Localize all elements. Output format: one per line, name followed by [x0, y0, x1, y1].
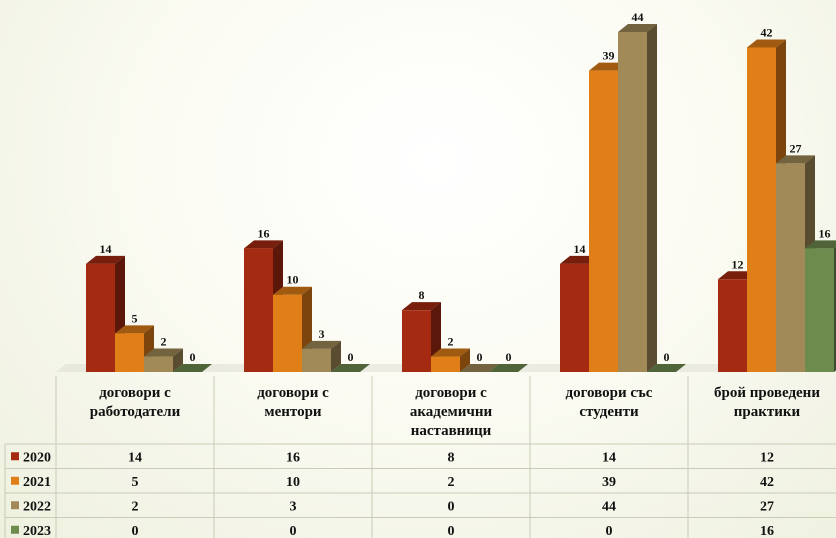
- bar-top-2022-4: [776, 155, 815, 164]
- bar-top-2023-1: [331, 364, 370, 372]
- bar-2020-1: [244, 248, 273, 372]
- table-cell-2023-0: 0: [132, 524, 139, 538]
- legend-label-2023: 2023: [23, 524, 51, 538]
- table-cell-2020-1: 16: [286, 450, 300, 465]
- data-label-2023-1: 0: [348, 350, 354, 364]
- data-label-2020-1: 16: [258, 226, 270, 240]
- data-label-2023-0: 0: [190, 350, 196, 364]
- bar-top-2021-0: [115, 325, 154, 334]
- data-label-2021-4: 42: [761, 25, 773, 39]
- bar-top-2023-0: [173, 364, 212, 372]
- data-label-2021-1: 10: [287, 273, 299, 287]
- data-label-2020-3: 14: [574, 242, 586, 256]
- bar-2021-0: [115, 333, 144, 372]
- bar-top-2020-2: [402, 302, 441, 311]
- table-cell-2021-4: 42: [760, 475, 774, 490]
- data-label-2023-2: 0: [506, 350, 512, 364]
- bar-2021-3: [589, 70, 618, 373]
- table-cell-2023-3: 0: [606, 524, 613, 538]
- bar-side-2022-0: [173, 348, 183, 372]
- table-cell-2021-2: 2: [448, 475, 455, 490]
- table-cell-2022-3: 44: [602, 499, 616, 514]
- bar-2020-3: [560, 263, 589, 372]
- data-label-2020-4: 12: [732, 257, 744, 271]
- data-label-2021-3: 39: [603, 49, 615, 63]
- bar-top-2023-3: [647, 364, 686, 372]
- data-label-2020-0: 14: [100, 242, 112, 256]
- category-label-3: договори със студенти: [566, 385, 653, 420]
- bar-2020-2: [402, 310, 431, 372]
- bar-2022-3: [618, 32, 647, 372]
- legend-key-2022: [11, 501, 19, 510]
- table-cell-2020-4: 12: [760, 450, 774, 465]
- category-label-2: договори с академични наставници: [410, 385, 493, 439]
- bar-side-2022-3: [647, 24, 657, 372]
- table-cell-2020-3: 14: [602, 450, 616, 465]
- data-label-2023-4: 16: [819, 226, 831, 240]
- legend-key-2023: [11, 525, 19, 534]
- bar-top-2022-1: [302, 340, 341, 349]
- bar-2020-4: [718, 279, 747, 372]
- table-cell-2021-3: 39: [602, 475, 616, 490]
- table-cell-2021-1: 10: [286, 475, 300, 490]
- legend-label-2020: 2020: [23, 450, 51, 465]
- table-cell-2020-0: 14: [128, 450, 142, 465]
- bar-2022-1: [302, 348, 331, 372]
- data-table: договори с работодатели договори с ментори д…: [4, 376, 836, 538]
- legend-label-2022: 2022: [23, 499, 51, 514]
- bar-top-2023-2: [489, 364, 528, 372]
- category-label-1: договори с ментори: [257, 385, 329, 420]
- bar-2020-0: [86, 263, 115, 372]
- data-label-2021-0: 5: [132, 311, 138, 325]
- bar-top-2020-0: [86, 255, 125, 264]
- table-cell-2022-4: 27: [760, 499, 774, 514]
- bar-side-2021-2: [460, 348, 470, 372]
- bar-2022-0: [144, 356, 173, 372]
- bar-top-2020-1: [244, 240, 283, 249]
- bar-2022-4: [776, 163, 805, 372]
- data-label-2020-2: 8: [419, 288, 425, 302]
- data-label-2022-2: 0: [477, 350, 483, 364]
- data-label-2022-3: 44: [632, 10, 644, 24]
- data-label-2021-2: 2: [448, 335, 454, 349]
- category-label-4: брой проведени практики: [714, 385, 820, 420]
- data-labels-layer: 14 5 2 0 16 10 3 0 8 2 0 0 14 39 44 0 12 42 27 16: [100, 10, 831, 364]
- legend-label-2021: 2021: [23, 475, 51, 490]
- bar-top-2021-1: [273, 286, 312, 295]
- bar-top-2022-0: [144, 348, 183, 357]
- bar-top-2022-2: [460, 364, 499, 372]
- table-cell-2023-4: 16: [760, 524, 774, 538]
- table-cell-2022-2: 0: [448, 499, 455, 514]
- table-cell-2023-1: 0: [290, 524, 297, 538]
- bar-top-2023-4: [805, 240, 836, 249]
- legend-key-2021: [11, 476, 19, 485]
- data-label-2022-1: 3: [319, 327, 325, 341]
- table-cell-2020-2: 8: [448, 450, 455, 465]
- table-cell-2021-0: 5: [132, 475, 139, 490]
- legend-key-2020: [11, 452, 19, 461]
- bar-top-2021-2: [431, 348, 470, 357]
- table-cell-2022-0: 2: [132, 499, 139, 514]
- category-label-0: договори с работодатели: [90, 385, 181, 420]
- table-cell-2023-2: 0: [448, 524, 455, 538]
- bar-top-2021-4: [747, 39, 786, 48]
- data-label-2022-0: 2: [161, 335, 167, 349]
- bar-2021-1: [273, 294, 302, 372]
- bar-top-2022-3: [618, 24, 657, 32]
- data-label-2023-3: 0: [664, 350, 670, 364]
- bar-side-2022-1: [331, 340, 341, 372]
- table-cell-2022-1: 3: [290, 499, 297, 514]
- data-label-2022-4: 27: [790, 141, 802, 155]
- bar-2021-4: [747, 47, 776, 373]
- bar-2023-4: [805, 248, 834, 372]
- bars-layer: [56, 24, 836, 373]
- bar-2021-2: [431, 356, 460, 372]
